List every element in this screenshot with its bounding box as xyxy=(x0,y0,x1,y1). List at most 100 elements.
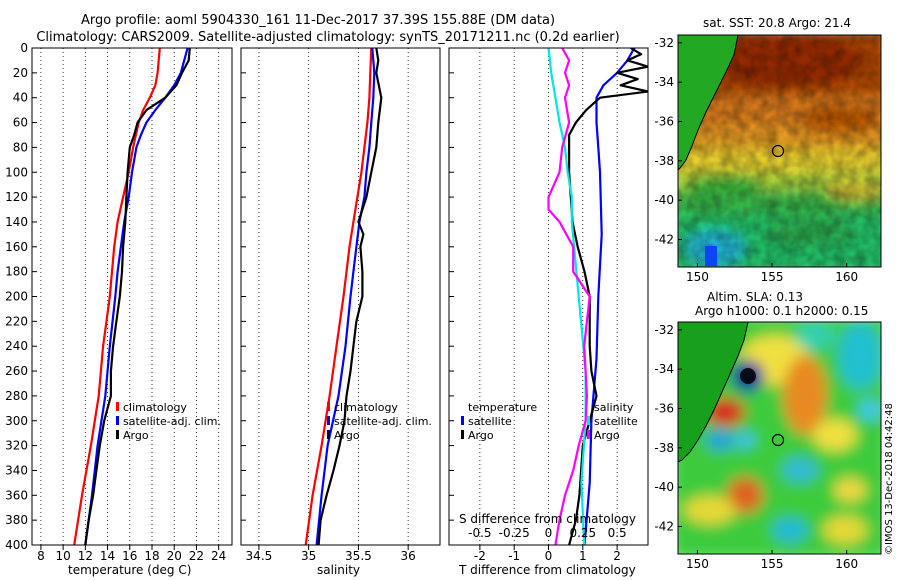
s-difference-ticks: -0.5 -0.25 0 0.25 0.5 xyxy=(468,526,626,540)
map-y-tick-label: -40 xyxy=(654,193,674,207)
y-tick-label: 300 xyxy=(5,414,28,428)
legend-swatch-s-satellite xyxy=(587,416,590,425)
difference-panel: -2 -1 0 1 2 xyxy=(448,47,649,563)
coastline-land xyxy=(678,322,748,462)
y-tick-label: 180 xyxy=(5,265,28,279)
legend-swatch-t-satellite xyxy=(461,416,464,425)
y-tick-label: 320 xyxy=(5,439,28,453)
series-line-s-argo xyxy=(547,48,591,545)
x-tick-label: 1 xyxy=(579,549,587,563)
map-y-tick-label: -42 xyxy=(654,519,674,533)
x-tick-label: 35.5 xyxy=(345,549,372,563)
series-line-argo xyxy=(317,48,383,545)
map-y-tick-label: -40 xyxy=(654,480,674,494)
x-tick-label: 22 xyxy=(189,549,204,563)
y-tick-label: 20 xyxy=(13,66,28,80)
map-y-tick-label: -32 xyxy=(654,323,674,337)
series-line-climatology xyxy=(73,48,161,545)
depth-axis: 0 20 40 60 80 100 120 140 160 180 200 220 240 260 280 3… xyxy=(5,41,454,552)
argo-float-marker xyxy=(771,433,785,447)
map-y-tick-label: -38 xyxy=(654,154,674,168)
legend-label-temperature: temperature xyxy=(468,401,537,414)
temperature-panel: 8 10 12 14 16 18 20 22 24 xyxy=(31,47,233,563)
y-tick-label: 160 xyxy=(5,240,28,254)
y-tick-label: 80 xyxy=(13,140,28,154)
y-tick-label: 200 xyxy=(5,290,28,304)
map-y-tick-label: -38 xyxy=(654,441,674,455)
s-difference-axis-label: S difference from climatology xyxy=(459,512,636,526)
legend-swatch-argo xyxy=(116,430,119,439)
y-tick-label: 400 xyxy=(5,538,28,552)
series-group xyxy=(547,48,648,545)
t-difference-axis-label: T difference from climatology xyxy=(458,563,636,577)
legend-label-t-satellite: satellite xyxy=(468,415,512,428)
map-x-tick-label: 150 xyxy=(686,557,709,571)
map-x-tick-label: 155 xyxy=(761,270,784,284)
legend-label-satellite: satellite-adj. clim. xyxy=(123,415,221,428)
x-tick-label: -1 xyxy=(508,549,520,563)
salinity-panel: 34.5 35 35.5 36 xyxy=(240,47,441,563)
legend-label-satellite: satellite-adj. clim. xyxy=(334,415,432,428)
y-tick-label: 280 xyxy=(5,389,28,403)
s-diff-tick-label: 0.5 xyxy=(608,526,627,540)
legend-label-climatology: climatology xyxy=(123,401,187,414)
y-tick-label: 360 xyxy=(5,488,28,502)
coastline-land xyxy=(678,35,738,170)
y-tick-label: 260 xyxy=(5,364,28,378)
y-tick-label: 100 xyxy=(5,165,28,179)
chart-title-line1: Argo profile: aoml 5904330_161 11-Dec-20… xyxy=(80,13,556,28)
legend-swatch-climatology xyxy=(327,402,330,411)
series-line-satellite-adj-clim- xyxy=(84,48,189,545)
legend-label-salinity: salinity xyxy=(594,401,634,414)
s-diff-tick-label: -0.25 xyxy=(499,526,530,540)
x-tick-label: 35 xyxy=(301,549,316,563)
sst-map-title: sat. SST: 20.8 Argo: 21.4 xyxy=(703,16,851,30)
y-tick-label: 40 xyxy=(13,91,28,105)
x-tick-label: -2 xyxy=(474,549,486,563)
sla-low-core xyxy=(740,368,756,384)
series-group xyxy=(304,48,383,545)
x-tick-label: 8 xyxy=(37,549,45,563)
sst-map xyxy=(677,34,882,268)
y-tick-label: 340 xyxy=(5,463,28,477)
y-tick-label: 240 xyxy=(5,339,28,353)
legend-swatch-s-argo xyxy=(587,430,590,439)
map-x-tick-label: 150 xyxy=(686,270,709,284)
x-tick-label: 10 xyxy=(55,549,70,563)
x-tick-label: 18 xyxy=(144,549,159,563)
temperature-axis-label: temperature (deg C) xyxy=(68,563,191,577)
map-y-tick-label: -36 xyxy=(654,402,674,416)
argo-float-marker xyxy=(771,144,785,158)
legend-label-climatology: climatology xyxy=(334,401,398,414)
temperature-legend: climatology satellite-adj. clim. Argo xyxy=(116,401,221,442)
s-diff-tick-label: 0.25 xyxy=(569,526,596,540)
sla-map xyxy=(677,321,882,555)
series-line-climatology xyxy=(304,48,373,545)
series-group xyxy=(73,48,191,545)
x-tick-label: 34.5 xyxy=(246,549,273,563)
map-y-tick-label: -32 xyxy=(654,36,674,50)
x-tick-label: 14 xyxy=(100,549,115,563)
map-y-tick-label: -34 xyxy=(654,75,674,89)
legend-label-argo: Argo xyxy=(334,429,360,442)
map-x-tick-label: 160 xyxy=(835,270,858,284)
salinity-legend: climatology satellite-adj. clim. Argo xyxy=(327,401,432,442)
series-line-argo xyxy=(84,48,191,545)
s-diff-tick-label: 0 xyxy=(545,526,553,540)
y-tick-label: 120 xyxy=(5,190,28,204)
sla-map-subtitle: Argo h1000: 0.1 h2000: 0.15 xyxy=(695,304,868,318)
legend-swatch-climatology xyxy=(116,402,119,411)
y-tick-label: 140 xyxy=(5,215,28,229)
s-diff-tick-label: -0.5 xyxy=(468,526,491,540)
x-tick-label: 0 xyxy=(545,549,553,563)
x-tick-label: 2 xyxy=(613,549,621,563)
chart-title-line2: Climatology: CARS2009. Satellite-adjuste… xyxy=(36,30,620,45)
y-tick-label: 220 xyxy=(5,314,28,328)
legend-swatch-t-argo xyxy=(461,430,464,439)
sla-map-title: Altim. SLA: 0.13 xyxy=(707,290,803,304)
map-y-tick-label: -42 xyxy=(654,232,674,246)
imos-watermark: ©IMOS 13-Dec-2018 04:42:48 xyxy=(884,403,895,555)
plot-area xyxy=(241,48,440,545)
map-y-tick-label: -34 xyxy=(654,362,674,376)
